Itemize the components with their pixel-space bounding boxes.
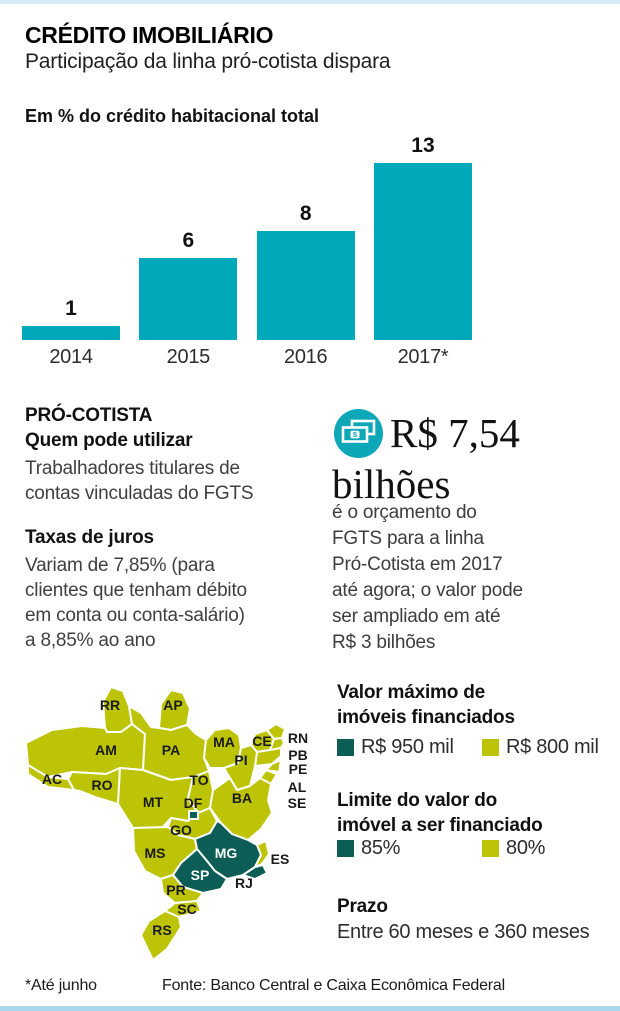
legend-item: R$ 800 mil bbox=[482, 736, 599, 759]
pro-cotista-heading: PRÓ-COTISTA bbox=[25, 405, 153, 426]
x-tick-label: 2016 bbox=[284, 346, 328, 368]
state-SC bbox=[164, 900, 202, 918]
dark-teal-swatch bbox=[337, 840, 354, 857]
interest-rates-title: Taxas de juros bbox=[25, 527, 154, 548]
x-tick-label: 2015 bbox=[166, 346, 211, 368]
bar-value-label: 6 bbox=[182, 229, 195, 252]
legend-item-label: R$ 950 mil bbox=[361, 736, 454, 758]
term-title: Prazo bbox=[337, 896, 388, 917]
state-label-AC: AC bbox=[42, 771, 62, 787]
state-label-GO: GO bbox=[170, 822, 192, 838]
state-ES bbox=[254, 840, 270, 868]
bar-value-label: 8 bbox=[299, 202, 312, 225]
bar-chart-x-axis: 2014 2015 2016 2017* bbox=[22, 346, 472, 369]
source-credit: Fonte: Banco Central e Caixa Econômica F… bbox=[162, 977, 505, 994]
state-RO bbox=[67, 767, 121, 805]
x-tick-label: 2017* bbox=[397, 346, 449, 368]
bar-2014 bbox=[22, 326, 120, 340]
state-label-CE: CE bbox=[252, 733, 271, 749]
state-label-RO: RO bbox=[92, 777, 113, 793]
state-label-RR: RR bbox=[100, 697, 120, 713]
state-label-MT: MT bbox=[143, 794, 164, 810]
legend-max-value-items: R$ 950 mil R$ 800 mil bbox=[337, 736, 620, 759]
legend-item: 80% bbox=[482, 837, 545, 860]
chart-title: Em % do crédito habitacional total bbox=[25, 106, 320, 126]
who-can-use-title: Quem pode utilizar bbox=[25, 430, 193, 451]
state-label-RS: RS bbox=[152, 922, 171, 938]
state-label-SE: SE bbox=[288, 795, 307, 811]
olive-swatch bbox=[482, 739, 499, 756]
state-AL bbox=[265, 759, 282, 773]
state-SP bbox=[172, 848, 228, 894]
state-label-PI: PI bbox=[234, 752, 247, 768]
page-title: CRÉDITO IMOBILIÁRIO bbox=[25, 22, 274, 48]
state-PI bbox=[223, 744, 258, 791]
legend-item-label: R$ 800 mil bbox=[506, 736, 599, 758]
bar-2017* bbox=[373, 163, 472, 340]
bar-chart: 1 6 8 13 bbox=[22, 133, 472, 340]
bar-2016 bbox=[256, 231, 355, 340]
dark-teal-swatch bbox=[337, 739, 354, 756]
bar-value-label: 1 bbox=[65, 297, 77, 320]
x-tick-label: 2014 bbox=[49, 346, 93, 368]
budget-description: é o orçamento do FGTS para a linha Pró-C… bbox=[332, 502, 523, 653]
state-label-MG: MG bbox=[215, 845, 238, 861]
state-label-ES: ES bbox=[271, 851, 290, 867]
state-label-SP: SP bbox=[191, 867, 210, 883]
bar-group-2017*: 13 bbox=[373, 134, 472, 340]
state-label-AM: AM bbox=[95, 742, 117, 758]
state-label-SC: SC bbox=[177, 901, 196, 917]
budget-callout: $ R$ 7,54 bilhões bbox=[332, 408, 617, 510]
footnote: *Até junho bbox=[25, 977, 97, 994]
interest-rates-body: Variam de 7,85% (para clientes que tenha… bbox=[25, 555, 247, 651]
legend-item-label: 80% bbox=[506, 837, 546, 859]
legend-item: R$ 950 mil bbox=[337, 736, 454, 759]
state-label-PR: PR bbox=[166, 882, 185, 898]
state-label-PB: PB bbox=[288, 747, 307, 763]
page-subtitle: Participação da linha pró-cotista dispar… bbox=[25, 50, 391, 73]
state-label-RN: RN bbox=[288, 730, 308, 746]
olive-swatch bbox=[482, 840, 499, 857]
term-body: Entre 60 meses e 360 meses bbox=[337, 921, 590, 943]
state-label-PE: PE bbox=[289, 761, 308, 777]
state-RS bbox=[140, 910, 182, 961]
legend-limit-items: 85% 80% bbox=[337, 837, 620, 860]
state-label-MA: MA bbox=[213, 734, 235, 750]
state-label-TO: TO bbox=[189, 772, 208, 788]
budget-amount: R$ 7,54 bilhões bbox=[332, 410, 520, 507]
bar-2015 bbox=[139, 258, 238, 340]
state-label-MS: MS bbox=[145, 845, 166, 861]
dollar-sign-glyph: $ bbox=[353, 430, 358, 439]
state-label-AP: AP bbox=[163, 697, 182, 713]
legend-item: 85% bbox=[337, 837, 400, 860]
top-accent-band bbox=[0, 0, 620, 4]
money-banknote-icon: $ bbox=[334, 409, 383, 458]
state-label-DF: DF bbox=[184, 795, 203, 811]
legend-max-value-title: Valor máximo de imóveis financiados bbox=[337, 682, 515, 728]
state-label-BA: BA bbox=[232, 790, 252, 806]
legend-limit-title: Limite do valor do imóvel a ser financia… bbox=[337, 790, 543, 836]
state-RJ bbox=[242, 864, 268, 880]
state-label-AL: AL bbox=[288, 779, 307, 795]
state-DF bbox=[188, 810, 199, 820]
bottom-accent-band bbox=[0, 1006, 620, 1011]
who-can-use-body: Trabalhadores titulares de contas vincul… bbox=[25, 458, 254, 504]
bar-group-2014: 1 bbox=[22, 297, 120, 340]
bar-group-2016: 8 bbox=[256, 202, 355, 340]
legend-item-label: 85% bbox=[361, 837, 401, 859]
state-label-RJ: RJ bbox=[235, 875, 253, 891]
bar-group-2015: 6 bbox=[139, 229, 238, 340]
state-label-PA: PA bbox=[162, 742, 180, 758]
bar-value-label: 13 bbox=[411, 134, 435, 157]
